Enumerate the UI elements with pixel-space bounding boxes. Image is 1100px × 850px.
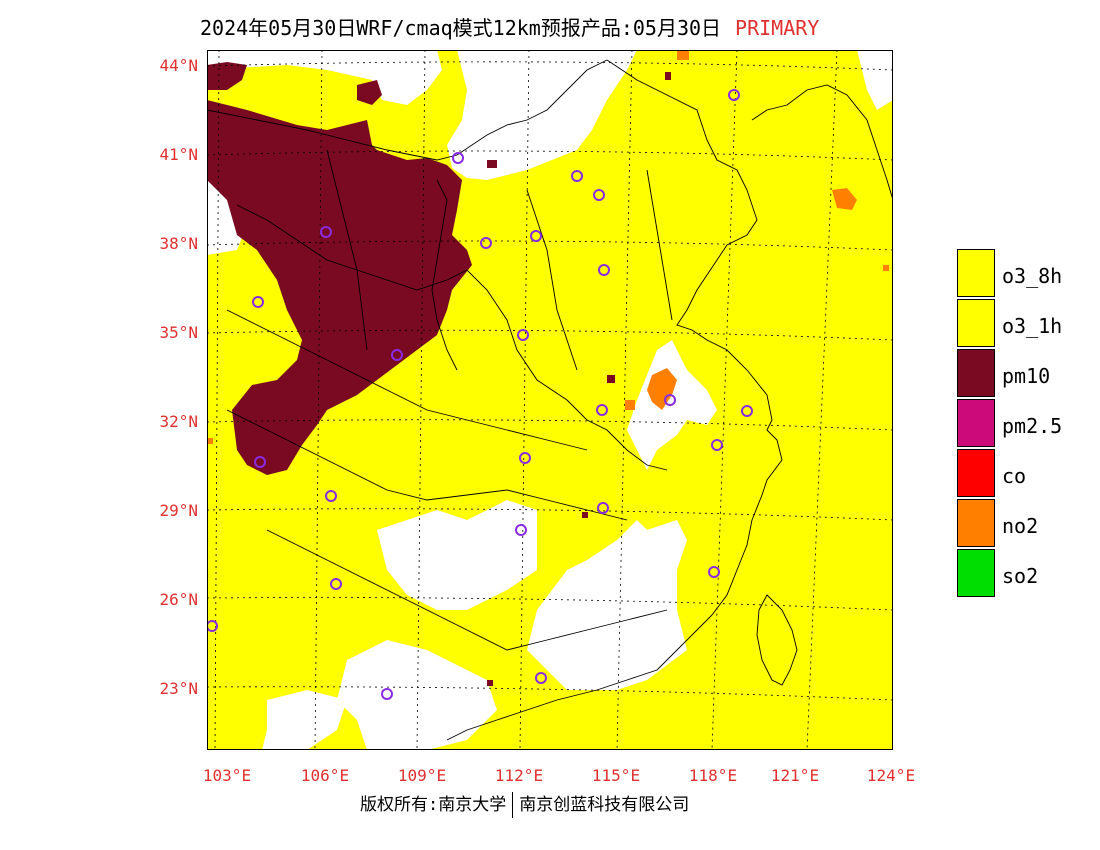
legend-swatch-o3-8h <box>957 249 995 297</box>
footer-separator <box>512 792 514 818</box>
legend-label: no2 <box>1002 514 1039 538</box>
copyright-footer: 版权所有:南京大学 南京创蓝科技有限公司 <box>360 790 689 818</box>
legend-swatch-co <box>957 449 995 497</box>
legend-label: pm2.5 <box>1002 414 1063 438</box>
legend-swatch-o3-1h <box>957 299 995 347</box>
title-main: 2024年05月30日WRF/cmaq模式12km预报产品:05月30日 <box>200 16 722 40</box>
lat-label: 23°N <box>159 679 198 698</box>
lon-label: 121°E <box>770 766 820 785</box>
lon-label: 109°E <box>397 766 447 785</box>
title-tag: PRIMARY <box>735 16 820 40</box>
footer-left: 版权所有:南京大学 <box>360 795 507 815</box>
legend-label: pm10 <box>1002 364 1051 388</box>
lat-label: 29°N <box>159 501 198 520</box>
legend-swatch-no2 <box>957 499 995 547</box>
pm10-region <box>207 62 472 475</box>
legend-label: o3_8h <box>1002 264 1063 288</box>
pm10-specks <box>487 72 671 686</box>
pollutant-map <box>207 50 893 750</box>
lat-label: 32°N <box>159 412 198 431</box>
lat-label: 38°N <box>159 234 198 253</box>
legend-swatch-so2 <box>957 549 995 597</box>
lon-label: 106°E <box>300 766 350 785</box>
lon-label: 115°E <box>591 766 641 785</box>
lon-label: 118°E <box>688 766 738 785</box>
legend-swatch-pm10 <box>957 349 995 397</box>
footer-right: 南京创蓝科技有限公司 <box>519 795 690 815</box>
lat-label: 41°N <box>159 145 198 164</box>
legend-label: o3_1h <box>1002 314 1063 338</box>
lat-label: 35°N <box>159 323 198 342</box>
map-title: 2024年05月30日WRF/cmaq模式12km预报产品:05月30日 PRIM… <box>200 12 819 41</box>
lon-label: 103°E <box>202 766 252 785</box>
boundaries <box>207 59 893 741</box>
graticule <box>207 50 893 750</box>
lat-label: 44°N <box>159 56 198 75</box>
city-markers <box>207 89 753 700</box>
legend-label: co <box>1002 464 1027 488</box>
clean-areas <box>207 50 893 750</box>
lon-label: 112°E <box>494 766 544 785</box>
lat-label: 26°N <box>159 590 198 609</box>
legend-label: so2 <box>1002 564 1039 588</box>
lon-label: 124°E <box>866 766 916 785</box>
legend-swatch-pm25 <box>957 399 995 447</box>
no2-hotspots <box>207 50 889 444</box>
